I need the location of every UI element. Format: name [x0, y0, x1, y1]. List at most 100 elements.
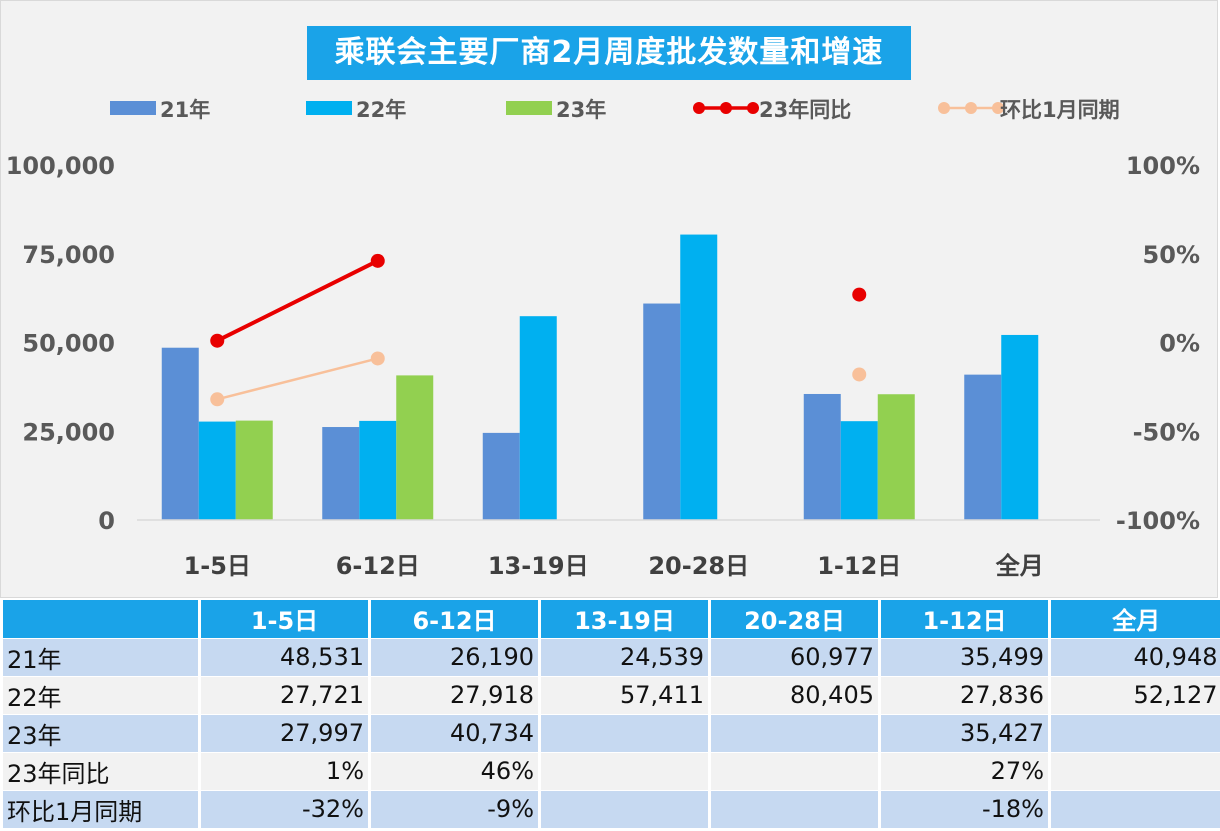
table-cell: 35,499	[878, 638, 1050, 677]
table-row: 环比1月同期 -32% -9% -18%	[0, 790, 1220, 829]
legend-marker-23年同比	[747, 102, 759, 114]
table-cell	[538, 790, 710, 829]
legend-label: 23年同比	[759, 98, 851, 122]
bar-21年	[803, 393, 841, 520]
y-left-tick-label: 25,000	[22, 418, 115, 446]
x-tick-label: 1-12日	[817, 552, 901, 580]
bar-22年	[198, 421, 236, 520]
table-cell: 35,427	[878, 714, 1050, 753]
row-label: 21年	[0, 638, 200, 677]
bar-22年	[1001, 334, 1039, 520]
bar-22年	[680, 234, 718, 520]
bar-21年	[482, 432, 520, 520]
chart-title: 乘联会主要厂商2月周度批发数量和增速	[307, 26, 911, 80]
table-cell: 1%	[198, 752, 370, 791]
y-right-tick-label: -100%	[1116, 507, 1200, 535]
legend-swatch-23年	[506, 101, 552, 115]
y-left-tick-label: 75,000	[22, 241, 115, 269]
table-cell: 27%	[878, 752, 1050, 791]
chart-svg: 0 25,000 50,000 75,000 100,000 -100% -50% 0% 50%…	[6, 98, 1200, 580]
table-cell: 52,127	[1048, 676, 1220, 715]
legend-marker-23年同比	[693, 102, 705, 114]
table-cell: 24,539	[538, 638, 710, 677]
bar-21年	[322, 427, 360, 520]
table-cell: 48,531	[198, 638, 370, 677]
table-cell: 60,977	[708, 638, 880, 677]
y-right-tick-label: 100%	[1126, 152, 1200, 180]
legend-label: 23年	[556, 98, 606, 122]
legend-swatch-21年	[110, 101, 156, 115]
bar-22年	[519, 316, 557, 520]
legend-label: 22年	[356, 98, 406, 122]
bar-22年	[359, 420, 397, 520]
table-row: 23年 27,997 40,734 35,427	[0, 714, 1220, 753]
bar-21年	[161, 347, 199, 520]
row-label: 22年	[0, 676, 200, 715]
table-cell: 27,836	[878, 676, 1050, 715]
data-table: 1-5日 6-12日 13-19日 20-28日 1-12日 全月 21年 48…	[0, 600, 1220, 829]
row-label: 环比1月同期	[0, 790, 200, 829]
table-cell: 57,411	[538, 676, 710, 715]
line-segment-23年同比	[216, 259, 379, 343]
table-cell: 40,734	[368, 714, 540, 753]
table-cell	[1048, 790, 1220, 829]
legend-marker-环比1月同期	[992, 102, 1004, 114]
x-tick-label: 13-19日	[488, 552, 589, 580]
table-header: 全月	[1048, 600, 1220, 639]
legend-marker-环比1月同期	[938, 102, 950, 114]
table-cell: -18%	[878, 790, 1050, 829]
table-cell	[708, 752, 880, 791]
table-cell: 27,997	[198, 714, 370, 753]
x-tick-label: 6-12日	[336, 552, 420, 580]
table-cell	[538, 752, 710, 791]
line-point-23年同比	[210, 333, 225, 348]
table-header-row: 1-5日 6-12日 13-19日 20-28日 1-12日 全月	[0, 600, 1220, 639]
bar-21年	[964, 374, 1002, 520]
table-cell: -9%	[368, 790, 540, 829]
line-point-环比1月同期	[852, 367, 867, 382]
table-cell	[1048, 714, 1220, 753]
y-right-tick-label: -50%	[1133, 418, 1200, 446]
table-header: 13-19日	[538, 600, 710, 639]
x-tick-label: 全月	[995, 552, 1044, 580]
table-row: 21年 48,531 26,190 24,539 60,977 35,499 4…	[0, 638, 1220, 677]
legend-marker-23年同比	[720, 102, 732, 114]
y-left-tick-label: 100,000	[6, 152, 115, 180]
table-header: 20-28日	[708, 600, 880, 639]
legend-label: 21年	[160, 98, 210, 122]
table-cell: 40,948	[1048, 638, 1220, 677]
line-point-23年同比	[852, 287, 867, 302]
table-cell: 27,721	[198, 676, 370, 715]
legend-label: 环比1月同期	[1000, 98, 1120, 122]
row-label: 23年同比	[0, 752, 200, 791]
bar-23年	[235, 420, 273, 520]
x-tick-label: 1-5日	[184, 552, 251, 580]
table-cell	[708, 714, 880, 753]
line-point-环比1月同期	[210, 392, 225, 407]
y-right-tick-label: 0%	[1159, 330, 1200, 358]
y-left-tick-label: 0	[98, 507, 115, 535]
line-point-环比1月同期	[370, 351, 385, 366]
table-corner-cell	[0, 600, 200, 639]
table-header: 1-5日	[198, 600, 370, 639]
table-row: 23年同比 1% 46% 27%	[0, 752, 1220, 791]
x-tick-label: 20-28日	[648, 552, 749, 580]
table-cell: 46%	[368, 752, 540, 791]
y-left-tick-label: 50,000	[22, 330, 115, 358]
line-segment-环比1月同期	[216, 357, 379, 401]
table-cell	[1048, 752, 1220, 791]
table-cell: 27,918	[368, 676, 540, 715]
table-cell	[538, 714, 710, 753]
y-right-tick-label: 50%	[1143, 241, 1200, 269]
table-row: 22年 27,721 27,918 57,411 80,405 27,836 5…	[0, 676, 1220, 715]
table-cell: 80,405	[708, 676, 880, 715]
line-point-23年同比	[370, 253, 385, 268]
table-cell: -32%	[198, 790, 370, 829]
bar-23年	[877, 394, 915, 520]
table-cell	[708, 790, 880, 829]
row-label: 23年	[0, 714, 200, 753]
legend-marker-环比1月同期	[965, 102, 977, 114]
bar-23年	[396, 375, 434, 520]
bar-22年	[840, 421, 878, 520]
